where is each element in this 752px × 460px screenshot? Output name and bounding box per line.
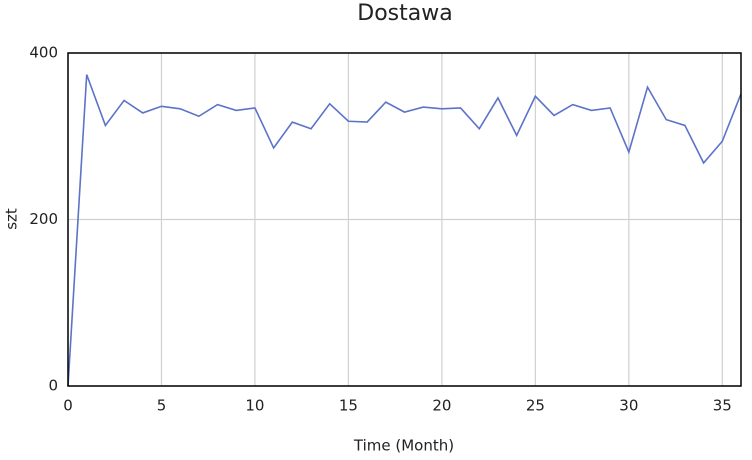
y-tick-label: 0 [48,377,58,395]
grid [67,52,741,387]
y-tick-label: 400 [29,44,58,62]
x-tick-label: 30 [619,397,638,415]
x-axis-label: Time (Month) [353,437,454,455]
plot [67,74,742,387]
plot-frame [67,52,742,387]
chart-title: Dostawa [357,1,452,26]
x-tick-label: 10 [245,397,264,415]
x-tick-label: 25 [526,397,545,415]
y-axis-label: szt [3,208,21,230]
x-tick-label: 0 [63,397,73,415]
y-tick-label: 200 [29,210,58,228]
x-tick-label: 35 [713,397,732,415]
x-tick-label: 15 [339,397,358,415]
x-tick-label: 5 [157,397,167,415]
data-line [67,74,742,387]
x-tick-label: 20 [432,397,451,415]
